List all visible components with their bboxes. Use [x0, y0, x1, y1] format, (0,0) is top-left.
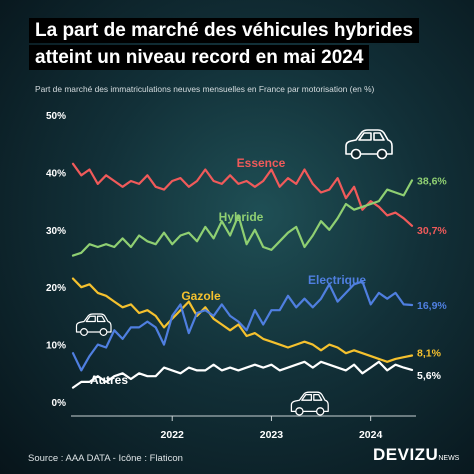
car-wheel	[99, 328, 108, 336]
y-tick-label: 30%	[46, 226, 66, 237]
car-wheel	[315, 407, 325, 416]
car-window	[85, 315, 96, 323]
series-line-electrique	[71, 280, 414, 372]
end-value-label-autres: 5,6%	[417, 370, 442, 382]
car-body	[290, 391, 329, 413]
x-tick-label: 2023	[260, 429, 284, 441]
series-line-autres	[71, 360, 414, 389]
car-icon	[290, 391, 329, 416]
car-body	[75, 313, 112, 333]
series-label-gazole: Gazole	[181, 289, 221, 303]
car-wheel	[80, 328, 88, 336]
series-label-autres: Autres	[90, 373, 128, 387]
car-wheel	[376, 148, 388, 160]
car-window	[313, 393, 323, 401]
car-wheel	[350, 148, 362, 160]
end-value-label-electrique: 16,9%	[417, 300, 447, 312]
y-tick-label: 0%	[52, 398, 67, 409]
end-value-label-gazole: 8,1%	[417, 348, 442, 360]
series-label-hybride: Hybride	[219, 210, 264, 224]
source-note: Source : AAA DATA - Icône : Flaticon	[28, 453, 183, 464]
car-window	[301, 393, 313, 401]
chart-title: La part de marché des véhicules hybrides…	[29, 18, 420, 72]
x-tick-label: 2022	[161, 429, 185, 441]
car-icon	[75, 313, 112, 336]
car-icon	[345, 129, 393, 160]
series-line-hybride	[71, 179, 414, 257]
series-line-gazole	[71, 277, 414, 363]
series-line-essence	[71, 162, 414, 227]
series-label-electrique: Electrique	[308, 273, 366, 287]
logo-suffix: NEWS	[438, 455, 460, 462]
title-line-2: atteint un niveau record en mai 2024	[29, 45, 370, 70]
logo-main: DEVIZU	[373, 445, 439, 464]
car-window	[358, 132, 372, 141]
chart-subtitle: Part de marché des immatriculations neuv…	[35, 84, 375, 94]
title-line-1: La part de marché des véhicules hybrides	[29, 18, 420, 43]
brand-logo: DEVIZUNEWS	[373, 445, 459, 465]
end-value-label-essence: 30,7%	[417, 225, 447, 237]
end-value-label-hybride: 38,6%	[417, 175, 447, 187]
car-wheel	[295, 407, 304, 416]
y-tick-label: 20%	[46, 283, 66, 294]
car-window	[373, 132, 385, 141]
y-tick-label: 10%	[46, 341, 66, 352]
y-tick-label: 50%	[46, 111, 66, 122]
y-tick-label: 40%	[46, 168, 66, 179]
car-body	[345, 129, 393, 155]
car-window	[96, 315, 106, 323]
x-tick-label: 2024	[359, 429, 383, 441]
series-label-essence: Essence	[237, 156, 286, 170]
